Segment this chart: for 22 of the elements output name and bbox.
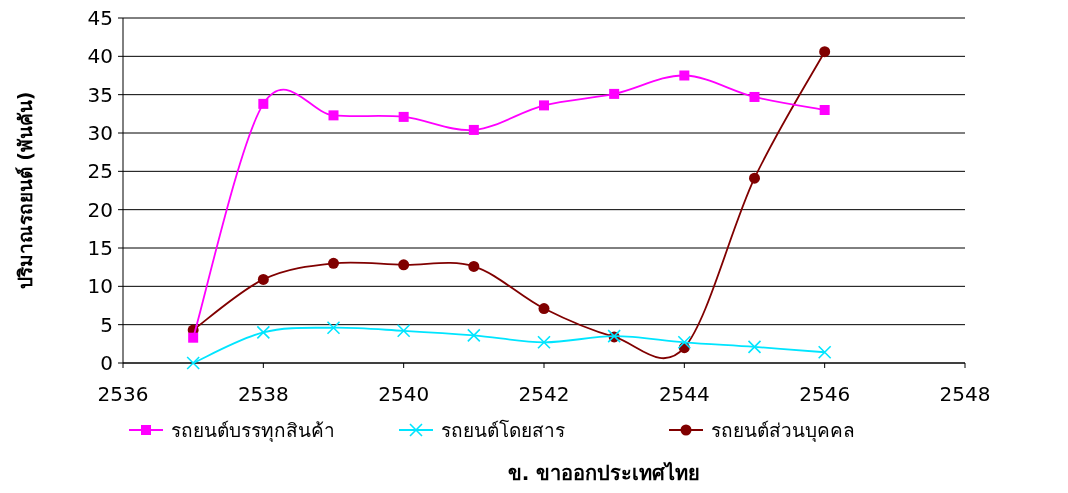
legend-label: รถยนต์ส่วนบุคคล (711, 419, 855, 443)
y-tick-label: 25 (87, 159, 113, 184)
y-tick-label: 0 (100, 351, 113, 375)
y-tick-label: 5 (100, 312, 113, 337)
y-tick-label: 35 (87, 82, 113, 107)
y-tick-label: 15 (87, 236, 113, 260)
x-tick-label: 2540 (378, 382, 430, 406)
text: ข. ขาออกประเทศไทย (507, 461, 701, 485)
y-tick-label: 20 (87, 197, 113, 222)
y-tick-label: 45 (87, 6, 113, 30)
y-tick-label: 30 (87, 121, 113, 145)
x-tick-label: 2538 (237, 382, 289, 406)
legend-label: รถยนต์บรรทุกสินค้า (171, 419, 335, 443)
y-tick-label: 40 (87, 44, 113, 69)
x-tick-label: 2542 (518, 382, 570, 406)
x-tick-label: 2544 (658, 382, 710, 406)
y-tick-label: 10 (87, 274, 113, 299)
x-tick-label: 2548 (939, 382, 991, 406)
legend-label: รถยนต์โดยสาร (441, 419, 565, 441)
y-axis-title: ปริมาณรถยนต์ (พันคัน) (14, 91, 36, 290)
x-tick-label: 2546 (799, 382, 851, 406)
x-tick-label: 2536 (97, 382, 149, 406)
